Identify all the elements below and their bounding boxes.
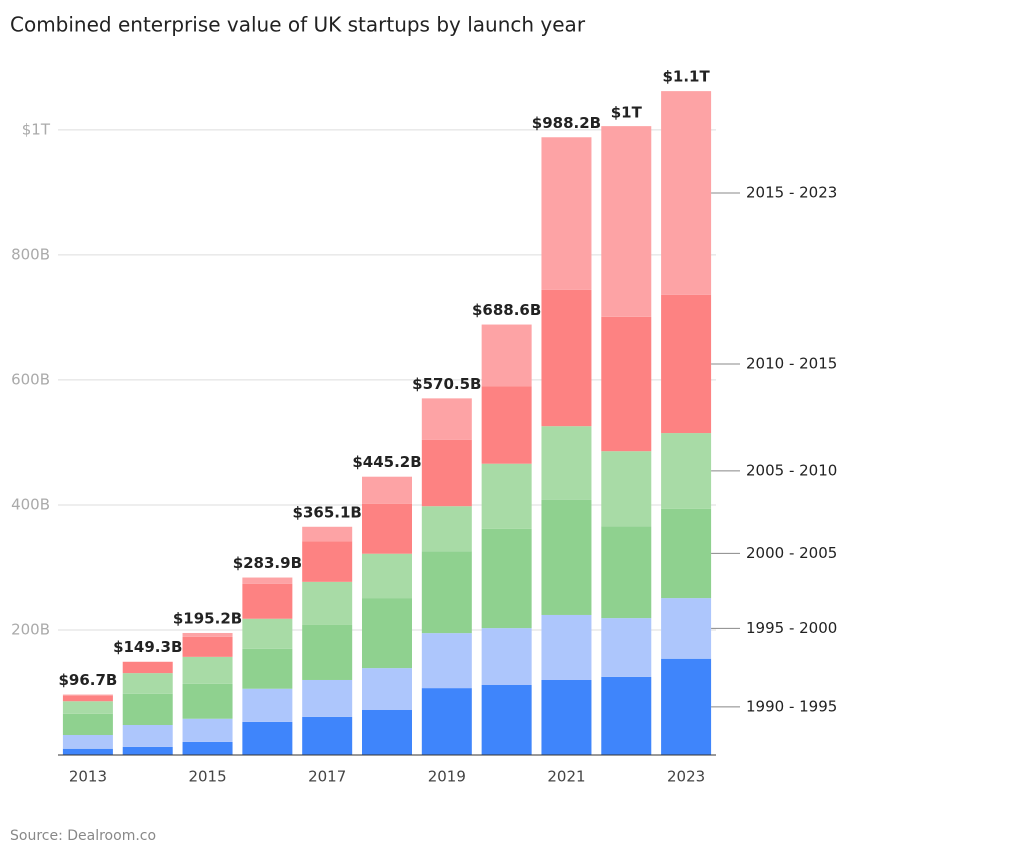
bar-segment (482, 464, 532, 529)
x-tick-label: 2015 (188, 768, 226, 786)
bar-segment (123, 747, 173, 755)
bar-segment (183, 742, 233, 755)
chart-title: Combined enterprise value of UK startups… (10, 13, 586, 37)
bar-segment (601, 317, 651, 451)
bar-segment (482, 386, 532, 464)
total-label: $195.2B (173, 609, 242, 627)
bar-segment (63, 695, 113, 696)
bar-segment (661, 659, 711, 755)
bar-segment (541, 500, 591, 615)
total-label: $1T (611, 103, 643, 121)
bar-segment (302, 541, 352, 582)
bar-segment (541, 137, 591, 290)
source: Source: Dealroom.co (10, 828, 156, 844)
y-tick-label: $1T (22, 120, 51, 138)
bar-segment (63, 714, 113, 735)
legend-label: 1990 - 1995 (746, 697, 837, 715)
y-tick-label: 600B (11, 370, 50, 388)
total-label: $570.5B (412, 375, 481, 393)
bar-segment (183, 657, 233, 684)
legend-label: 1995 - 2000 (746, 619, 837, 637)
bar-segment (302, 582, 352, 625)
bar-segment (63, 696, 113, 702)
total-label: $149.3B (113, 638, 182, 656)
bar-segment (63, 735, 113, 749)
bar-segment (242, 584, 292, 619)
y-tick-label: 800B (11, 245, 50, 263)
bar-segment (541, 290, 591, 426)
bar-segment (601, 526, 651, 618)
bar-segment (541, 680, 591, 755)
total-label: $283.9B (233, 554, 302, 572)
x-tick-label: 2013 (69, 768, 107, 786)
bar-segment (482, 325, 532, 387)
x-tick-label: 2019 (428, 768, 466, 786)
total-label: $988.2B (532, 114, 601, 132)
bar-segment (601, 618, 651, 677)
bar-segment (183, 719, 233, 742)
bar-segment (422, 506, 472, 551)
bar-segment (482, 628, 532, 685)
x-tick-label: 2021 (547, 768, 585, 786)
bar-segment (422, 633, 472, 688)
bar-segment (482, 529, 532, 628)
total-label: $688.6B (472, 301, 541, 319)
total-label: $365.1B (293, 503, 362, 521)
bar-segment (422, 551, 472, 633)
bar-segment (302, 717, 352, 755)
bar-segment (362, 668, 412, 710)
bar-segment (183, 637, 233, 657)
legend-label: 2015 - 2023 (746, 184, 837, 202)
x-tick-label: 2023 (667, 768, 705, 786)
bar-segment (123, 694, 173, 725)
bar-segment (123, 662, 173, 673)
legend-label: 2005 - 2010 (746, 461, 837, 479)
bar-segment (422, 688, 472, 755)
x-tick-label: 2017 (308, 768, 346, 786)
bar-segment (242, 619, 292, 649)
total-label: $445.2B (352, 453, 421, 471)
bar-segment (242, 722, 292, 755)
bar-segment (661, 509, 711, 598)
bar-segment (123, 673, 173, 694)
bar-segment (541, 615, 591, 680)
bar-segment (362, 710, 412, 755)
bar-segment (362, 504, 412, 554)
bar-segment (183, 684, 233, 719)
bar-segment (362, 477, 412, 504)
bar-segment (541, 426, 591, 500)
bar-segment (302, 680, 352, 717)
legend-label: 2010 - 2015 (746, 354, 837, 372)
bar-segment (362, 554, 412, 598)
bar-segment (601, 677, 651, 755)
legend-label: 2000 - 2005 (746, 544, 837, 562)
bar-segment (661, 295, 711, 433)
bar-segment (63, 749, 113, 755)
bar-segment (242, 649, 292, 689)
y-tick-label: 200B (11, 620, 50, 638)
bar-segment (601, 126, 651, 317)
bar-segment (63, 701, 113, 714)
bar-segment (242, 578, 292, 584)
bar-segment (242, 689, 292, 722)
bar-segment (183, 633, 233, 637)
bar-segment (661, 433, 711, 509)
bar-segment (601, 451, 651, 526)
bar-segment (302, 625, 352, 680)
bar-segment (661, 598, 711, 659)
bar-segment (362, 598, 412, 668)
bar-segment (422, 398, 472, 440)
y-tick-label: 400B (11, 495, 50, 513)
bar-segment (661, 91, 711, 295)
bar-segment (123, 725, 173, 747)
total-label: $1.1T (662, 68, 710, 86)
bar-segment (482, 685, 532, 755)
total-label: $96.7B (58, 671, 117, 689)
bar-segment (302, 527, 352, 541)
bar-segment (422, 440, 472, 506)
